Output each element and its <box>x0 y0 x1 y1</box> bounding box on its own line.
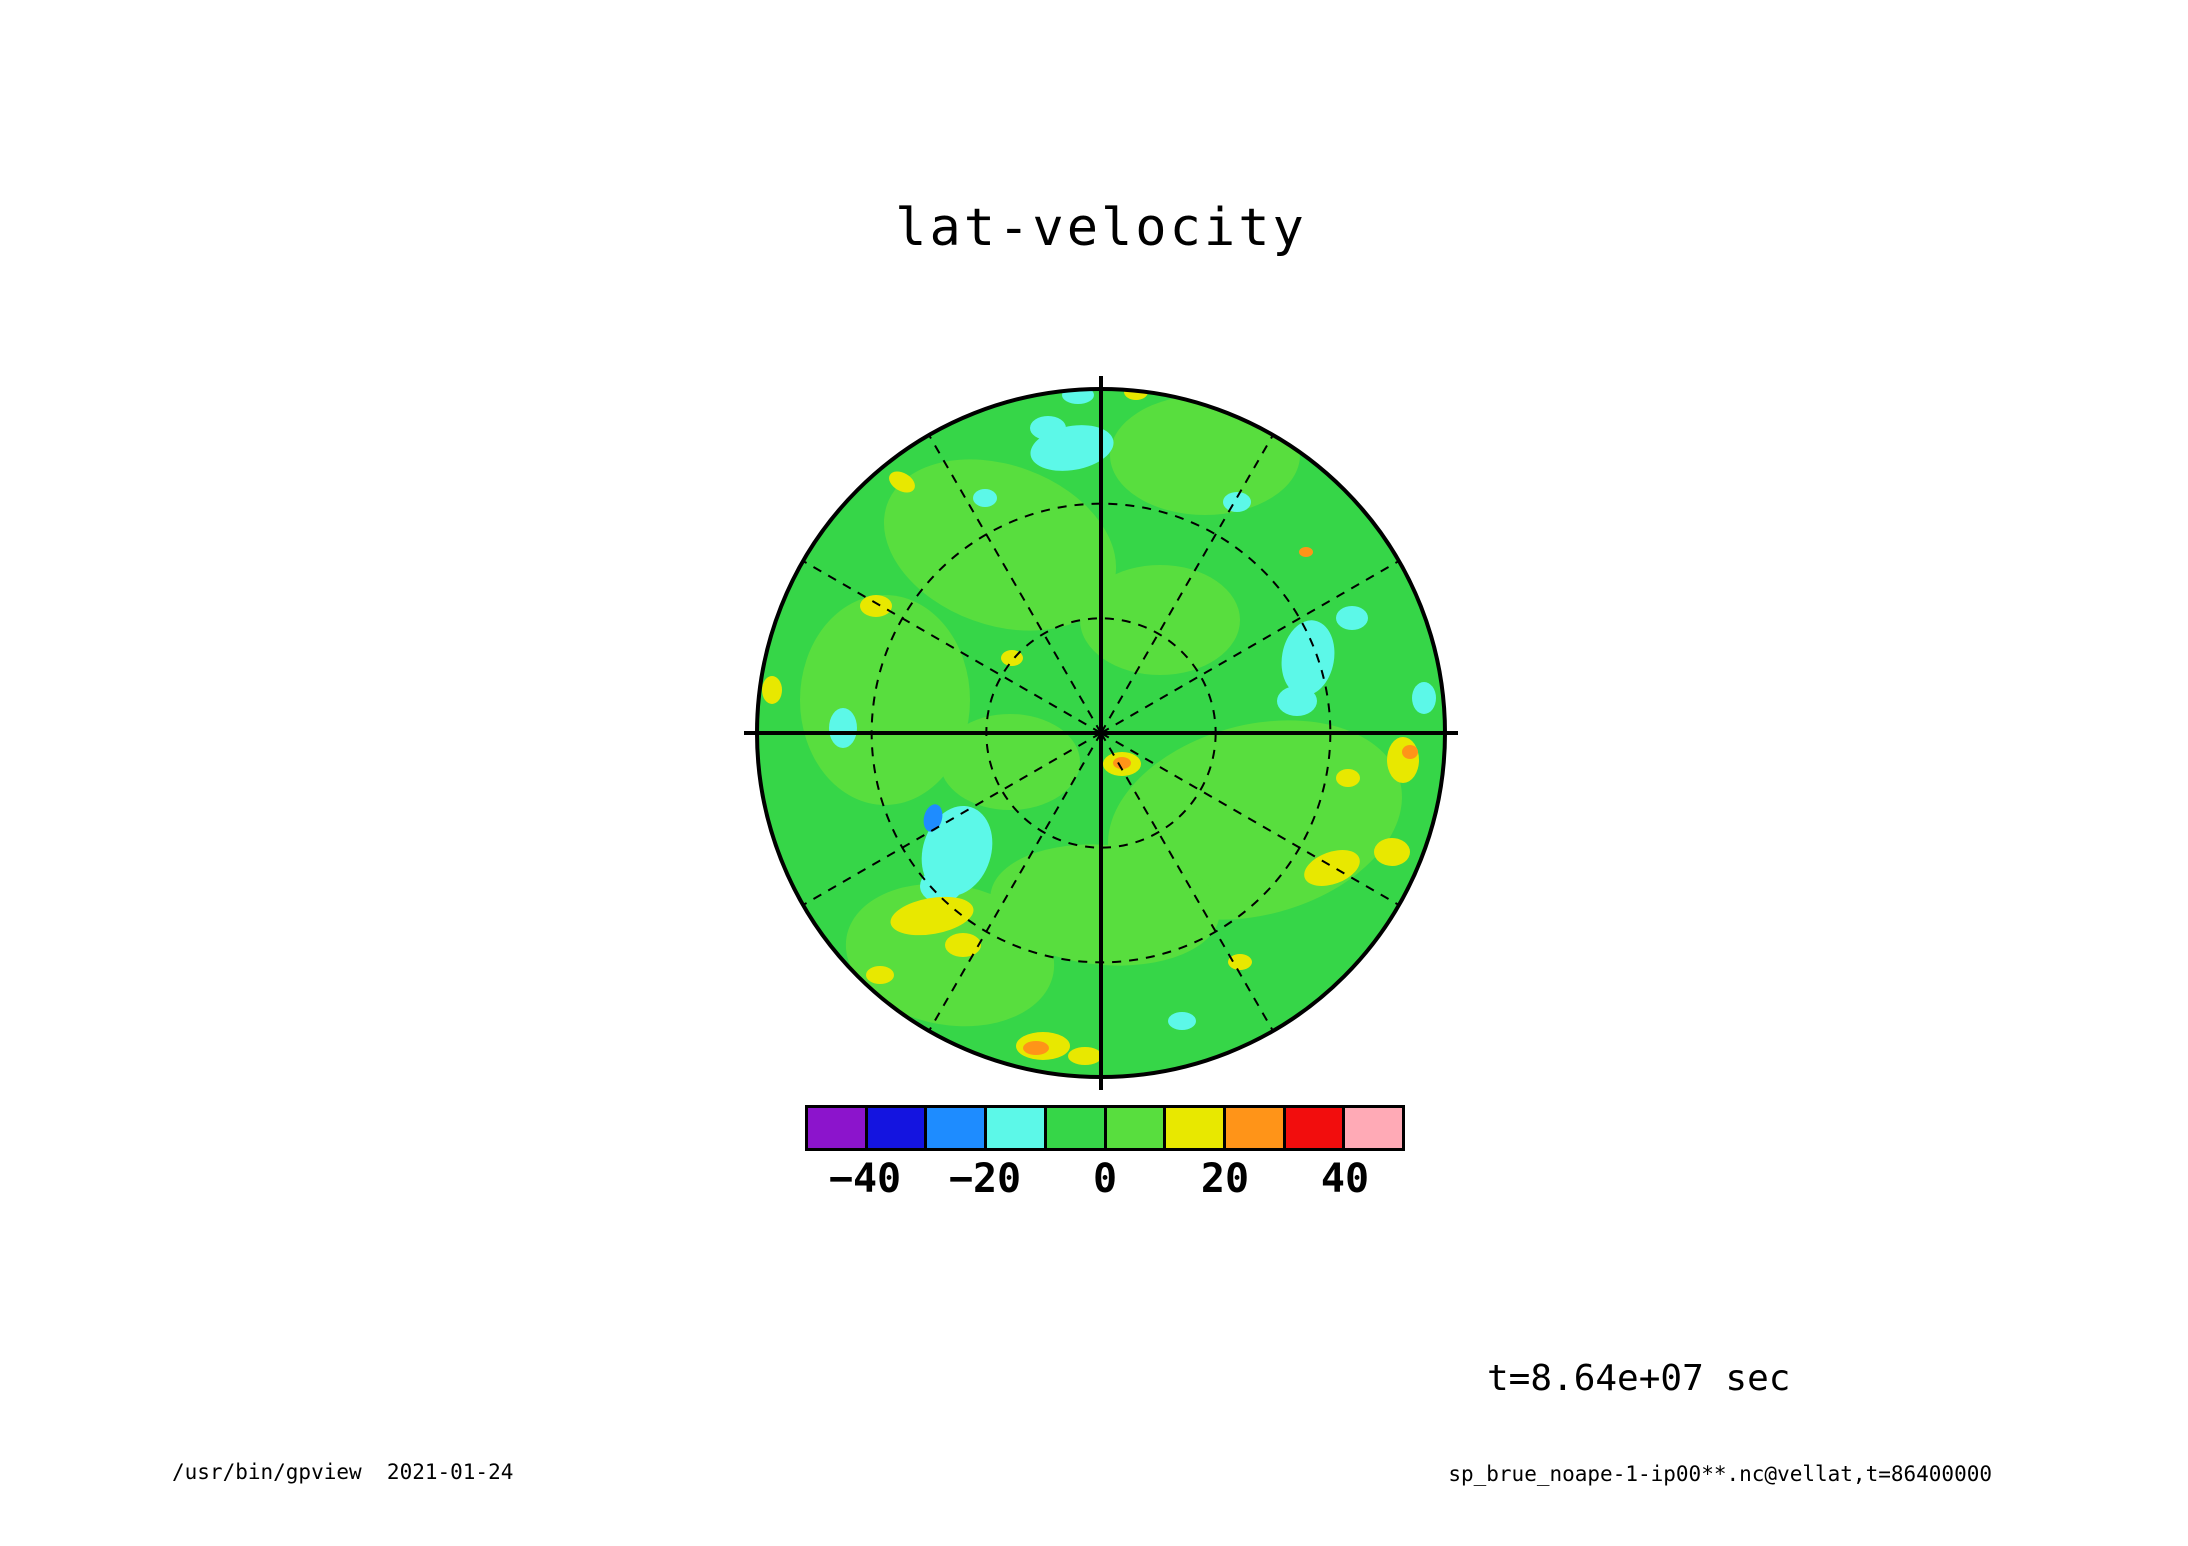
footer-program-date: /usr/bin/gpview 2021-01-24 <box>172 1460 514 1484</box>
field-blob <box>890 896 974 936</box>
colorbar-segment <box>864 1105 928 1151</box>
meridian-line <box>1100 560 1400 734</box>
colorbar-segment <box>1103 1105 1167 1151</box>
field-blob <box>1336 606 1368 630</box>
field-blob <box>1068 1047 1102 1065</box>
meridian-line <box>1100 434 1274 734</box>
colorbar-segment <box>805 1105 868 1151</box>
colorbar-segment <box>924 1105 988 1151</box>
colorbar-tick-label: −40 <box>828 1156 902 1202</box>
time-annotation: t=8.64e+07 sec <box>1487 1358 1791 1399</box>
colorbar-tick-label: 0 <box>1092 1156 1118 1202</box>
field-blob <box>1080 565 1240 675</box>
field-blob <box>1223 492 1251 512</box>
field-blob <box>1023 1041 1049 1055</box>
field-blob <box>945 933 981 957</box>
field-blob <box>1277 686 1317 716</box>
field-blob <box>1402 745 1418 759</box>
field-blob <box>883 459 1117 631</box>
field-blob <box>940 714 1080 810</box>
colorbar-segment <box>1282 1105 1346 1151</box>
field-blob <box>920 869 962 903</box>
field-blob <box>1299 547 1313 557</box>
field-blob <box>1374 838 1410 866</box>
colorbar-segment <box>1163 1105 1226 1151</box>
colorbar-segment <box>1222 1105 1286 1151</box>
colorbar-tick-label: 20 <box>1200 1156 1250 1202</box>
colorbar-tick-label: −20 <box>948 1156 1022 1202</box>
meridian-line <box>802 560 1102 734</box>
field-blob <box>973 489 997 507</box>
meridian-line <box>1100 732 1400 906</box>
field-blob <box>1113 757 1131 769</box>
meridian-line <box>928 732 1102 1032</box>
colorbar-tick-label: 40 <box>1320 1156 1370 1202</box>
colorbar-segments <box>805 1105 1406 1151</box>
field-blob <box>1030 416 1066 440</box>
field-blob <box>1110 395 1300 515</box>
colorbar-segment <box>1342 1105 1406 1151</box>
colorbar-segment <box>984 1105 1047 1151</box>
field-blob <box>829 708 857 748</box>
field-blob <box>1336 769 1360 787</box>
field-blob <box>762 676 782 704</box>
footer-datafile: sp_brue_noape-1-ip00**.nc@vellat,t=86400… <box>1448 1462 1992 1486</box>
field-blob <box>1387 737 1419 783</box>
page-title: lat-velocity <box>895 198 1307 258</box>
meridian-line <box>928 434 1102 734</box>
meridian-line <box>802 732 1102 906</box>
grid-layer <box>744 376 1458 1090</box>
colorbar-ticks: −40 −20 0 20 40 <box>805 1156 1405 1208</box>
colorbar-segment <box>1043 1105 1107 1151</box>
field-blob <box>1412 682 1436 714</box>
field-blob <box>800 595 970 805</box>
field-blob <box>1228 954 1252 970</box>
field-blob <box>889 471 915 493</box>
field-blob <box>923 804 943 832</box>
field-blob <box>990 844 1220 966</box>
field-blob <box>1281 620 1335 696</box>
map-outline <box>755 387 1447 1079</box>
field-blob <box>860 595 892 617</box>
meridian-line <box>1100 732 1274 1032</box>
field-blob <box>1304 849 1360 887</box>
field-blob <box>1168 1012 1196 1030</box>
field-blob <box>866 966 894 984</box>
